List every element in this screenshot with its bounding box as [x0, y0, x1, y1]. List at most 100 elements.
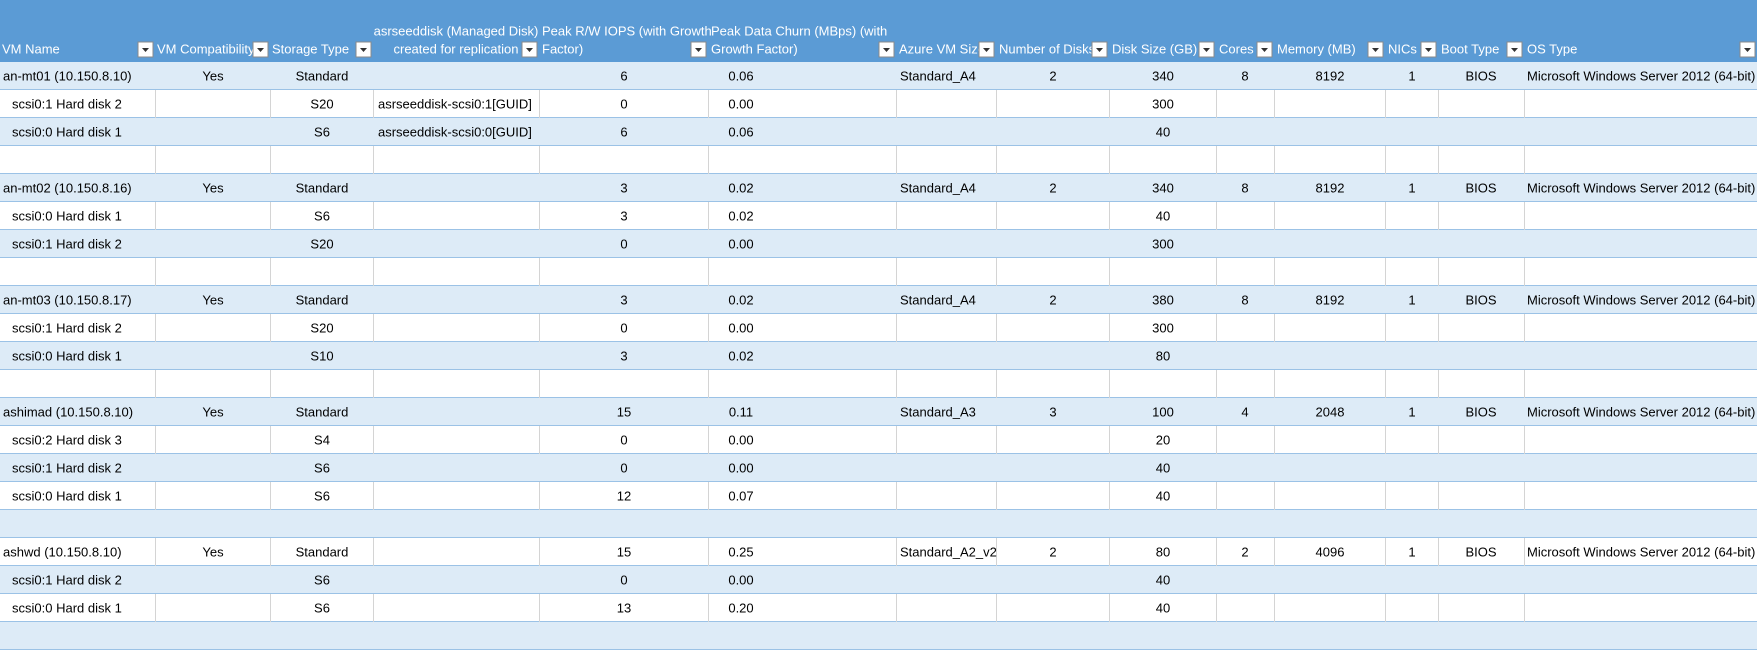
cell-text: Microsoft Windows Server 2012 (64-bit) — [1527, 544, 1755, 559]
row-background — [0, 482, 1757, 510]
cell-text: 1 — [1408, 292, 1415, 307]
cell-text: Yes — [202, 544, 224, 559]
cell-text: 13 — [617, 600, 631, 615]
cell-text: 80 — [1156, 348, 1170, 363]
cell-text: Yes — [202, 68, 224, 83]
row-background — [0, 622, 1757, 650]
cell-text: ashimad (10.150.8.10) — [3, 404, 133, 419]
column-header: VM Compatibility — [157, 41, 255, 56]
cell-text: asrseeddisk-scsi0:1[GUID] — [378, 96, 532, 111]
cell-text: Microsoft Windows Server 2012 (64-bit) — [1527, 180, 1755, 195]
column-header: NICs — [1388, 41, 1417, 56]
cell-text: 0.02 — [728, 208, 753, 223]
cell-text: Standard — [296, 68, 349, 83]
cell-text: S4 — [314, 432, 330, 447]
cell-text: S6 — [314, 572, 330, 587]
cell-text: BIOS — [1465, 68, 1496, 83]
column-header: Peak Data Churn (MBps) (with — [711, 23, 887, 38]
cell-text: 0.11 — [729, 404, 753, 419]
cell-text: 20 — [1156, 432, 1170, 447]
filter-arrow — [1096, 48, 1103, 52]
column-header: Memory (MB) — [1277, 41, 1356, 56]
cell-text: BIOS — [1465, 404, 1496, 419]
row-background — [0, 146, 1757, 174]
cell-text: Standard — [296, 544, 349, 559]
cell-text: S20 — [310, 96, 333, 111]
row-background — [0, 566, 1757, 594]
cell-text: S6 — [314, 460, 330, 475]
cell-text: 2 — [1241, 544, 1248, 559]
cell-text: 2 — [1049, 180, 1056, 195]
cell-text: 8 — [1241, 180, 1248, 195]
cell-text: Standard_A4 — [900, 68, 976, 83]
cell-text: 40 — [1156, 488, 1170, 503]
cell-text: 0 — [620, 320, 627, 335]
row-background — [0, 90, 1757, 118]
cell-text: 2 — [1049, 544, 1056, 559]
row-background — [0, 62, 1757, 90]
row-background — [0, 370, 1757, 398]
cell-text: Microsoft Windows Server 2012 (64-bit) — [1527, 68, 1755, 83]
cell-text: an-mt02 (10.150.8.16) — [3, 180, 132, 195]
cell-text: 15 — [617, 404, 631, 419]
cell-text: 2 — [1049, 68, 1056, 83]
cell-text: 0.00 — [728, 320, 753, 335]
cell-text: BIOS — [1465, 544, 1496, 559]
column-header: Azure VM Size — [899, 41, 985, 56]
column-header: OS Type — [1527, 41, 1577, 56]
row-background — [0, 202, 1757, 230]
cell-text: S6 — [314, 488, 330, 503]
row-background — [0, 118, 1757, 146]
column-header: VM Name — [2, 41, 60, 56]
column-header: Storage Type — [272, 41, 349, 56]
cell-text: 0.00 — [728, 460, 753, 475]
cell-text: scsi0:0 Hard disk 1 — [12, 488, 122, 503]
cell-text: 40 — [1156, 208, 1170, 223]
cell-text: scsi0:1 Hard disk 2 — [12, 460, 122, 475]
cell-text: scsi0:0 Hard disk 1 — [12, 208, 122, 223]
filter-arrow — [257, 48, 264, 52]
cell-text: Standard_A2_v2 — [900, 544, 997, 559]
cell-text: 0.00 — [728, 236, 753, 251]
column-header: Peak R/W IOPS (with Growth — [542, 23, 712, 38]
cell-text: 0 — [620, 96, 627, 111]
cell-text: 15 — [617, 544, 631, 559]
cell-text: 12 — [617, 488, 631, 503]
cell-text: an-mt01 (10.150.8.10) — [3, 68, 132, 83]
cell-text: 300 — [1152, 320, 1174, 335]
filter-arrow — [1372, 48, 1379, 52]
cell-text: Standard_A4 — [900, 292, 976, 307]
cell-text: 100 — [1152, 404, 1174, 419]
cell-text: 1 — [1408, 404, 1415, 419]
cell-text: 1 — [1408, 180, 1415, 195]
cell-text: 1 — [1408, 68, 1415, 83]
cell-text: Yes — [202, 292, 224, 307]
cell-text: 0.06 — [728, 68, 753, 83]
filter-arrow — [1744, 48, 1751, 52]
cell-text: ashwd (10.150.8.10) — [3, 544, 122, 559]
row-background — [0, 398, 1757, 426]
cell-text: 3 — [620, 208, 627, 223]
cell-text: 300 — [1152, 236, 1174, 251]
cell-text: Standard_A4 — [900, 180, 976, 195]
cell-text: S20 — [310, 236, 333, 251]
filter-arrow — [360, 48, 367, 52]
cell-text: 0.02 — [728, 292, 753, 307]
cell-text: 340 — [1152, 68, 1174, 83]
cell-text: 0 — [620, 236, 627, 251]
cell-text: 8192 — [1316, 68, 1345, 83]
cell-text: 4096 — [1316, 544, 1345, 559]
cell-text: Microsoft Windows Server 2012 (64-bit) — [1527, 292, 1755, 307]
cell-text: 0 — [620, 460, 627, 475]
cell-text: 4 — [1241, 404, 1248, 419]
cell-text: Standard — [296, 292, 349, 307]
filter-arrow — [695, 48, 702, 52]
column-header: Factor) — [542, 41, 583, 56]
row-background — [0, 314, 1757, 342]
cell-text: 40 — [1156, 572, 1170, 587]
cell-text: 3 — [1049, 404, 1056, 419]
cell-text: 8192 — [1316, 180, 1345, 195]
cell-text: 3 — [620, 348, 627, 363]
row-background — [0, 454, 1757, 482]
cell-text: 0 — [620, 572, 627, 587]
